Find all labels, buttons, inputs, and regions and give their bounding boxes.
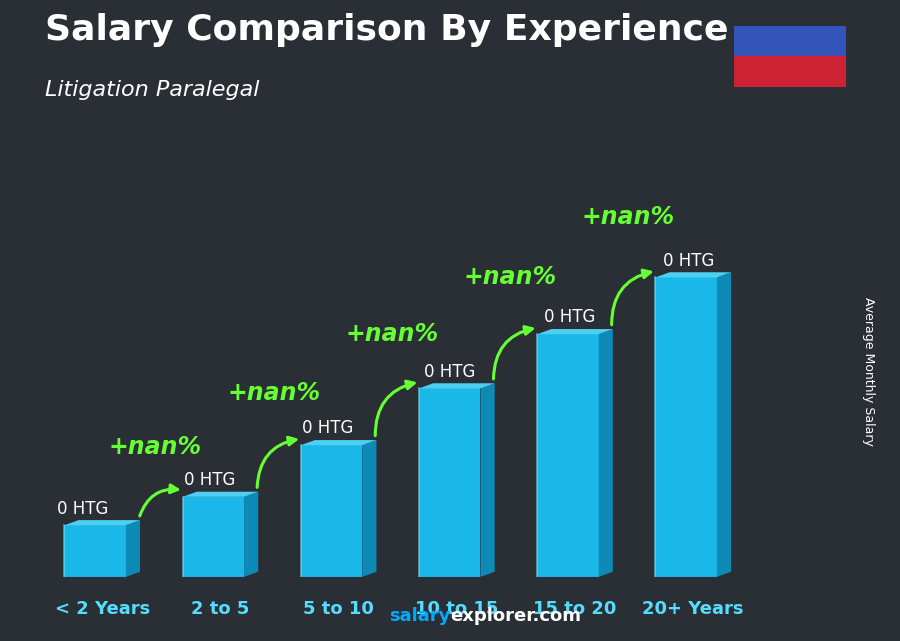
Text: +nan%: +nan% [109, 435, 202, 459]
Text: +nan%: +nan% [581, 205, 675, 229]
Polygon shape [183, 492, 258, 497]
Text: 20+ Years: 20+ Years [643, 600, 744, 618]
Polygon shape [65, 525, 126, 577]
Polygon shape [244, 492, 258, 577]
Text: +nan%: +nan% [346, 322, 438, 345]
Polygon shape [598, 329, 613, 577]
Polygon shape [419, 388, 481, 577]
Text: 0 HTG: 0 HTG [184, 471, 235, 489]
Text: Salary Comparison By Experience: Salary Comparison By Experience [45, 13, 728, 47]
Polygon shape [655, 272, 731, 278]
Text: 5 to 10: 5 to 10 [303, 600, 374, 618]
Polygon shape [65, 520, 140, 525]
Polygon shape [419, 383, 495, 388]
Polygon shape [301, 445, 363, 577]
Text: Litigation Paralegal: Litigation Paralegal [45, 80, 259, 100]
Bar [734, 56, 846, 87]
Text: 0 HTG: 0 HTG [662, 252, 714, 270]
Polygon shape [183, 497, 244, 577]
Polygon shape [301, 440, 376, 445]
Text: 0 HTG: 0 HTG [302, 419, 354, 437]
Text: 0 HTG: 0 HTG [424, 363, 475, 381]
Polygon shape [481, 383, 495, 577]
Text: salary: salary [389, 607, 450, 625]
Polygon shape [655, 278, 717, 577]
Text: +nan%: +nan% [464, 265, 556, 288]
Text: 10 to 15: 10 to 15 [415, 600, 499, 618]
Text: < 2 Years: < 2 Years [55, 600, 149, 618]
Text: explorer.com: explorer.com [450, 607, 581, 625]
Text: 2 to 5: 2 to 5 [191, 600, 249, 618]
Polygon shape [126, 520, 140, 577]
Polygon shape [717, 272, 731, 577]
Text: 0 HTG: 0 HTG [58, 499, 109, 517]
Bar [734, 26, 846, 56]
Text: +nan%: +nan% [227, 381, 320, 405]
Polygon shape [537, 334, 598, 577]
Text: 0 HTG: 0 HTG [544, 308, 596, 326]
Text: 15 to 20: 15 to 20 [534, 600, 616, 618]
Polygon shape [537, 329, 613, 334]
Polygon shape [363, 440, 376, 577]
Text: Average Monthly Salary: Average Monthly Salary [862, 297, 875, 446]
